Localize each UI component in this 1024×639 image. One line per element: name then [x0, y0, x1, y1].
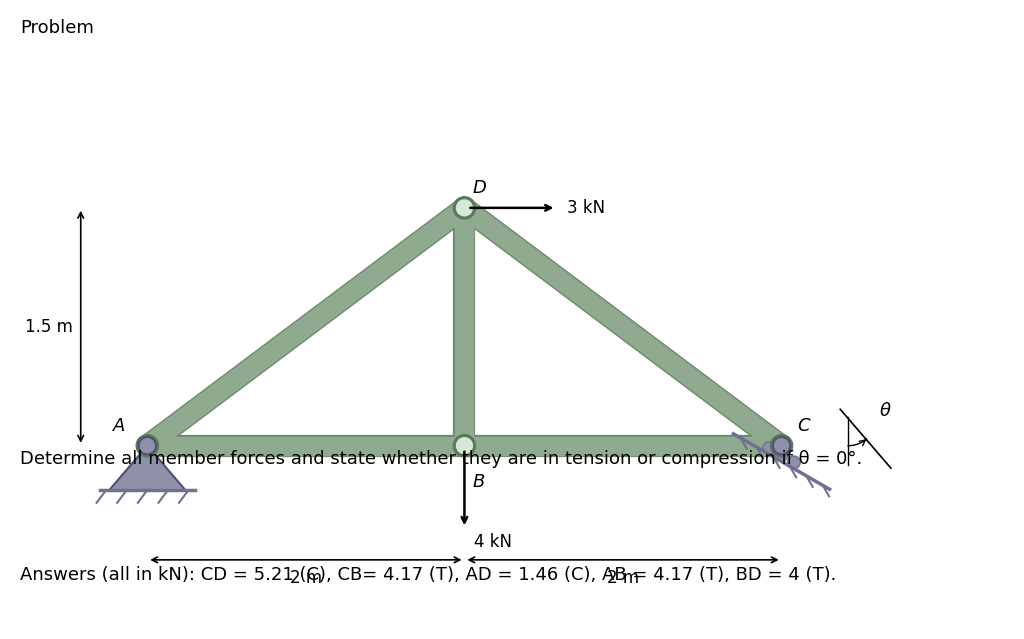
- Circle shape: [770, 435, 793, 457]
- Text: 1.5 m: 1.5 m: [25, 318, 73, 335]
- Circle shape: [787, 456, 800, 468]
- Circle shape: [138, 437, 156, 454]
- Text: D: D: [472, 179, 486, 197]
- Text: Problem: Problem: [20, 19, 94, 37]
- Polygon shape: [110, 445, 185, 490]
- Circle shape: [454, 435, 475, 457]
- Circle shape: [775, 449, 787, 461]
- Circle shape: [454, 197, 475, 219]
- Circle shape: [773, 438, 790, 454]
- Circle shape: [773, 437, 791, 454]
- Text: 2 m: 2 m: [290, 569, 322, 587]
- Circle shape: [136, 435, 159, 457]
- Circle shape: [457, 200, 472, 216]
- Text: Determine all member forces and state whether they are in tension or compression: Determine all member forces and state wh…: [20, 450, 863, 468]
- Text: θ: θ: [880, 402, 891, 420]
- Circle shape: [139, 438, 156, 454]
- Text: A: A: [113, 417, 125, 435]
- Circle shape: [457, 438, 472, 454]
- Circle shape: [763, 442, 775, 454]
- Text: Answers (all in kN): CD = 5.21 (C), CB= 4.17 (T), AD = 1.46 (C), AB = 4.17 (T), : Answers (all in kN): CD = 5.21 (C), CB= …: [20, 566, 837, 583]
- Text: 4 kN: 4 kN: [474, 533, 512, 551]
- Text: B: B: [472, 473, 484, 491]
- Text: 2 m: 2 m: [607, 569, 639, 587]
- Text: 3 kN: 3 kN: [567, 199, 605, 217]
- Text: C: C: [798, 417, 810, 435]
